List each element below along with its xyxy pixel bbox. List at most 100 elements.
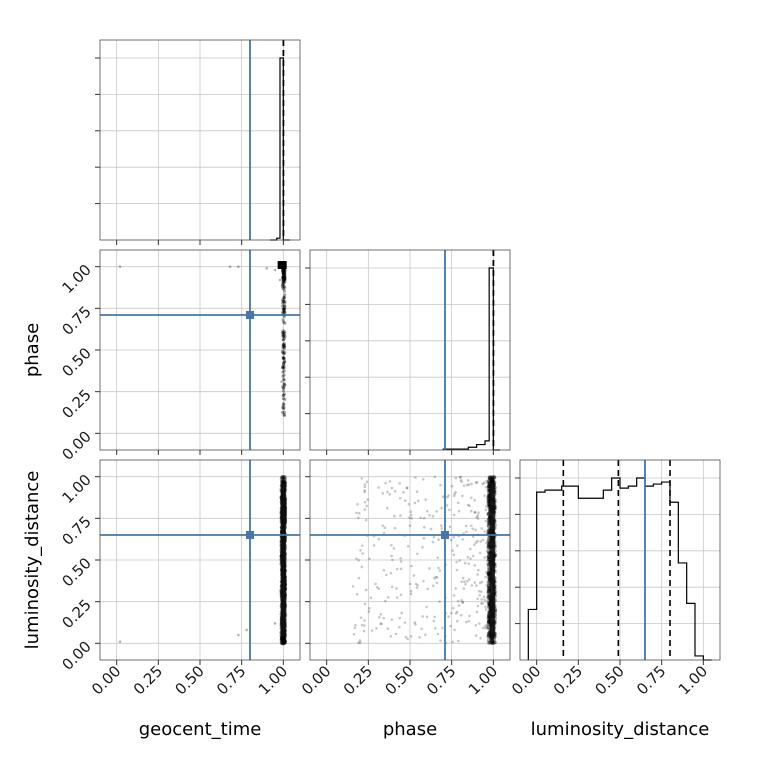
sample-point — [382, 568, 386, 572]
sample-point — [280, 640, 285, 646]
sample-point — [486, 542, 491, 547]
sample-point — [282, 285, 287, 289]
sample-point — [386, 596, 390, 599]
sample-point — [488, 480, 493, 485]
sample-point — [281, 276, 285, 280]
sample-point — [361, 552, 364, 555]
sample-point — [398, 482, 401, 485]
sample-point — [386, 627, 390, 630]
sample-point — [280, 268, 285, 272]
sample-point — [281, 639, 286, 645]
sample-point — [426, 510, 429, 513]
sample-point — [280, 284, 285, 289]
sample-point — [281, 269, 286, 274]
sample-point — [280, 479, 285, 485]
sample-point — [491, 640, 496, 645]
sample-point — [463, 580, 466, 583]
histogram-step — [442, 267, 500, 451]
sample-point — [479, 636, 482, 640]
sample-point — [359, 549, 362, 552]
sample-point — [364, 518, 368, 522]
sample-point — [282, 639, 287, 644]
sample-point — [280, 304, 285, 308]
sample-point — [280, 478, 285, 484]
sample-point — [486, 549, 491, 554]
sample-point — [409, 589, 413, 593]
sample-point — [450, 611, 453, 615]
sample-point — [281, 640, 286, 645]
sample-point — [363, 500, 367, 504]
sample-point — [380, 622, 383, 626]
sample-point — [486, 580, 491, 585]
sample-point — [438, 569, 442, 572]
sample-point — [435, 576, 439, 579]
sample-point — [384, 599, 387, 603]
sample-point — [281, 268, 285, 273]
sample-point — [384, 481, 387, 485]
sample-point — [474, 634, 478, 637]
sample-point — [435, 510, 438, 513]
sample-point — [487, 493, 490, 497]
sample-point — [280, 474, 286, 480]
sample-point — [282, 276, 287, 280]
x-axis-label-luminosity-distance: luminosity_distance — [531, 719, 710, 740]
sample-point — [281, 410, 285, 415]
sample-point — [394, 632, 398, 636]
sample-point — [281, 275, 285, 279]
sample-point — [424, 633, 427, 637]
sample-point — [355, 511, 358, 515]
sample-point — [476, 604, 480, 608]
sample-point — [431, 584, 435, 588]
sample-point — [384, 573, 388, 577]
sample-point — [477, 622, 481, 625]
sample-point — [283, 277, 287, 281]
sample-point — [426, 587, 429, 591]
sample-point — [487, 481, 491, 485]
sample-point — [281, 343, 285, 347]
sample-point — [399, 560, 403, 563]
sample-point — [492, 640, 497, 645]
sample-point — [469, 547, 472, 551]
sample-point — [282, 299, 286, 303]
sample-point — [282, 406, 286, 410]
sample-point — [470, 482, 473, 486]
sample-point — [281, 393, 285, 397]
sample-point — [461, 538, 465, 541]
sample-point — [476, 597, 480, 601]
sample-point — [452, 553, 456, 557]
sample-point — [487, 476, 492, 481]
sample-point — [399, 567, 403, 571]
sample-point — [474, 481, 478, 485]
sample-point — [281, 334, 285, 338]
sample-point — [282, 295, 286, 300]
sample-point — [282, 307, 287, 311]
sample-point — [467, 483, 471, 486]
sample-point — [282, 271, 287, 275]
sample-point — [486, 583, 491, 588]
sample-point — [428, 567, 431, 570]
sample-point — [461, 494, 464, 498]
sample-point — [281, 364, 285, 368]
sample-point — [282, 345, 286, 349]
sample-point — [355, 557, 358, 560]
sample-point — [471, 554, 475, 558]
sample-point — [282, 269, 286, 273]
sample-point — [440, 506, 443, 510]
sample-point — [454, 490, 457, 494]
sample-point — [283, 275, 287, 279]
sample-point — [488, 475, 493, 480]
sample-point — [491, 641, 495, 645]
sample-point — [460, 580, 463, 584]
sample-point — [282, 284, 286, 288]
sample-point — [488, 499, 491, 503]
sample-point — [282, 276, 287, 280]
sample-point — [281, 356, 285, 360]
sample-point — [486, 528, 491, 533]
sample-point — [282, 310, 286, 314]
sample-point — [279, 638, 284, 643]
sample-point — [486, 536, 491, 541]
sample-point — [471, 535, 475, 538]
sample-point — [486, 499, 491, 504]
sample-point — [280, 636, 285, 642]
sample-point — [486, 570, 491, 575]
